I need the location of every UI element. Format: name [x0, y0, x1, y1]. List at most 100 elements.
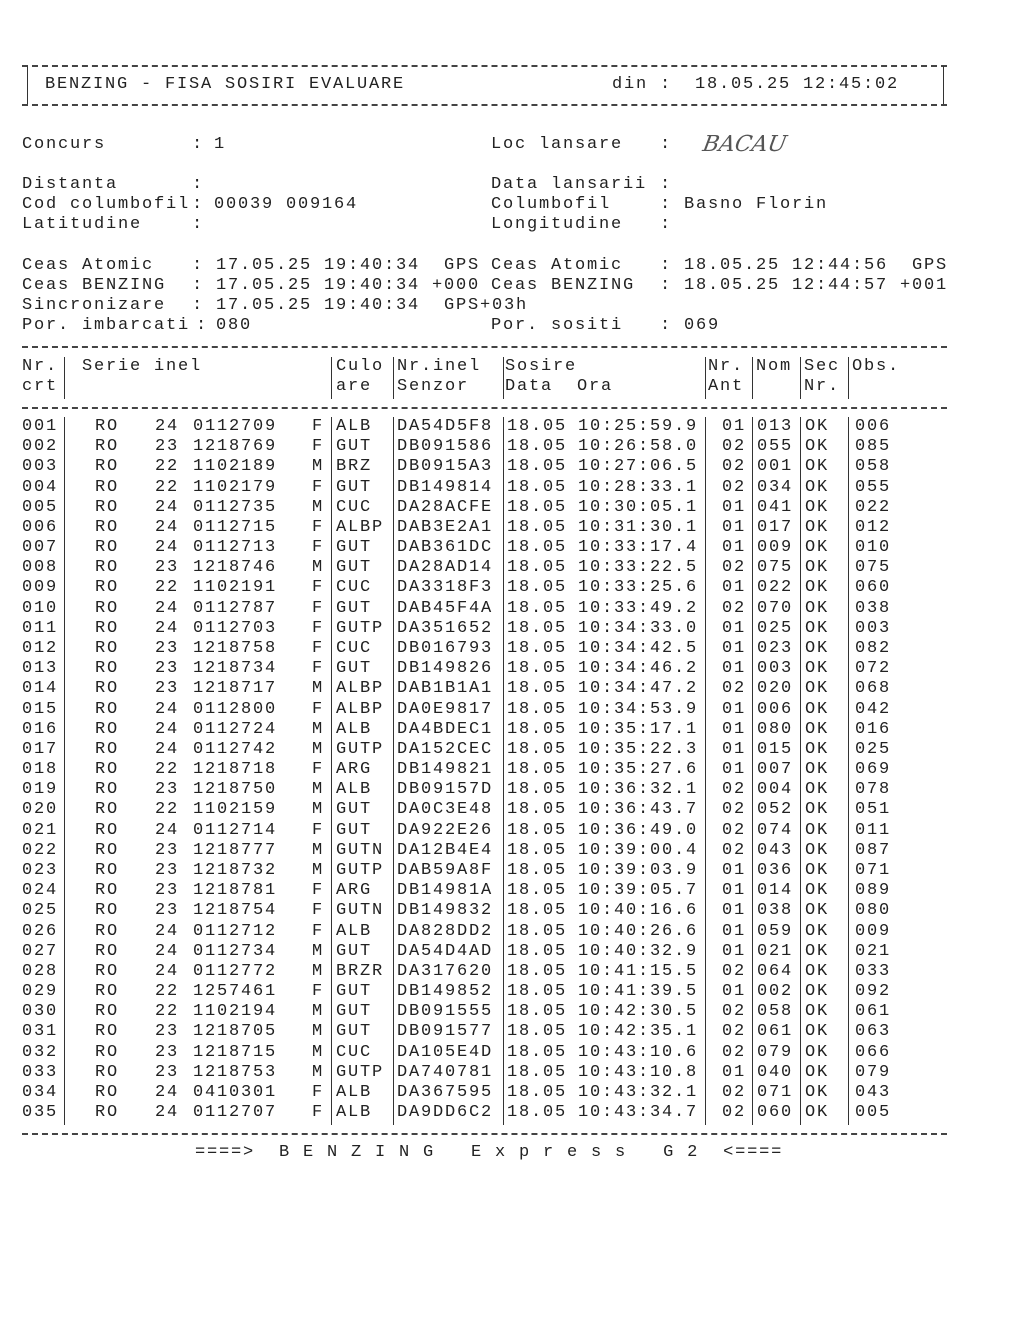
cell-year: 23	[155, 1022, 180, 1042]
table-bottom-separator	[22, 1133, 947, 1135]
cell-date: 18.05	[507, 901, 568, 921]
colon: :	[660, 276, 673, 295]
cell-time: 10:26:58.0	[578, 437, 699, 457]
cell-color: ALB	[336, 1082, 373, 1102]
cell-year: 23	[155, 881, 180, 901]
colon: :	[192, 256, 205, 275]
cell-sensor: DA351652	[397, 618, 494, 638]
cell-obs: 005	[855, 1103, 892, 1123]
cell-sex: M	[312, 457, 325, 477]
cell-country: RO	[95, 699, 120, 719]
cell-obs: 038	[855, 598, 892, 618]
table-row: 018 RO 22 1218718 F ARG DB149821 18.05 10:35:27.…	[0, 760, 1024, 780]
data-lansarii-label: Data lansarii	[491, 175, 648, 194]
cell-sec: OK	[805, 860, 830, 880]
cell-year: 24	[155, 497, 180, 517]
table-row: 007 RO 24 0112713 F GUT DAB361DC 18.05 10:33:17.…	[0, 538, 1024, 558]
table-row: 026 RO 24 0112712 F ALB DA828DD2 18.05 10:40:26.…	[0, 922, 1024, 942]
cell-country: RO	[95, 881, 120, 901]
cell-nr-crt: 017	[22, 739, 59, 759]
cell-nr-ant: 01	[722, 860, 747, 880]
cell-sex: M	[312, 1002, 325, 1022]
cell-nom: 038	[757, 901, 794, 921]
cell-time: 10:41:15.5	[578, 961, 699, 981]
cell-obs: 068	[855, 679, 892, 699]
sincronizare-label: Sincronizare	[22, 296, 167, 315]
ceas-atomic-end-label: Ceas Atomic	[491, 256, 624, 275]
cell-nr-ant: 02	[722, 780, 747, 800]
cell-obs: 082	[855, 638, 892, 658]
table-top-separator	[22, 346, 947, 348]
cell-sec: OK	[805, 699, 830, 719]
cell-country: RO	[95, 679, 120, 699]
cell-ring-number: 1102194	[193, 1002, 278, 1022]
cell-sensor: DB14981A	[397, 881, 494, 901]
cell-date: 18.05	[507, 1022, 568, 1042]
cell-ring-number: 1218746	[193, 558, 278, 578]
cell-year: 22	[155, 760, 180, 780]
col-nr-ant-1: Nr.	[708, 357, 745, 376]
cell-sec: OK	[805, 840, 830, 860]
cell-country: RO	[95, 1062, 120, 1082]
print-datetime: 18.05.25 12:45:02	[695, 75, 900, 94]
cell-year: 24	[155, 699, 180, 719]
cell-sex: M	[312, 860, 325, 880]
cell-color: GUT	[336, 477, 373, 497]
cell-ring-number: 1218758	[193, 638, 278, 658]
cell-year: 23	[155, 840, 180, 860]
cell-sensor: DA9DD6C2	[397, 1103, 494, 1123]
cell-nr-crt: 008	[22, 558, 59, 578]
cell-sec: OK	[805, 457, 830, 477]
cell-sex: F	[312, 538, 325, 558]
cell-ring-number: 0112734	[193, 941, 278, 961]
cell-sec: OK	[805, 538, 830, 558]
cell-obs: 011	[855, 820, 892, 840]
cell-nr-crt: 002	[22, 437, 59, 457]
table-row: 034 RO 24 0410301 F ALB DA367595 18.05 10:43:32.…	[0, 1083, 1024, 1103]
cell-year: 24	[155, 1082, 180, 1102]
cell-sensor: DB149814	[397, 477, 494, 497]
cell-date: 18.05	[507, 820, 568, 840]
cell-country: RO	[95, 780, 120, 800]
table-row: 019 RO 23 1218750 M ALB DB09157D 18.05 10:36:32.…	[0, 780, 1024, 800]
cell-nom: 058	[757, 1002, 794, 1022]
cell-sex: M	[312, 800, 325, 820]
col-serie-inel: Serie inel	[82, 357, 203, 376]
cell-color: GUT	[336, 437, 373, 457]
por-sositi-label: Por. sositi	[491, 316, 624, 335]
table-row: 001 RO 24 0112709 F ALB DA54D5F8 18.05 10:25:59.…	[0, 417, 1024, 437]
cell-nom: 071	[757, 1082, 794, 1102]
cell-nr-crt: 028	[22, 961, 59, 981]
cell-obs: 075	[855, 558, 892, 578]
cell-sex: F	[312, 638, 325, 658]
col-nr-crt-1: Nr.	[22, 357, 59, 376]
cell-color: GUTP	[336, 1062, 385, 1082]
cell-color: ALB	[336, 921, 373, 941]
table-row: 005 RO 24 0112735 M CUC DA28ACFE 18.05 10:30:05.…	[0, 498, 1024, 518]
column-separator	[705, 357, 706, 399]
cell-nr-ant: 01	[722, 881, 747, 901]
cell-country: RO	[95, 760, 120, 780]
cell-year: 24	[155, 739, 180, 759]
cell-country: RO	[95, 901, 120, 921]
cell-nom: 052	[757, 800, 794, 820]
cell-sex: M	[312, 961, 325, 981]
cell-nr-ant: 01	[722, 638, 747, 658]
col-sec-nr-2: Nr.	[804, 377, 841, 396]
cell-time: 10:30:05.1	[578, 497, 699, 517]
cell-date: 18.05	[507, 699, 568, 719]
cell-ring-number: 1257461	[193, 982, 278, 1002]
column-separator	[705, 417, 706, 1125]
cell-sensor: DAB3E2A1	[397, 517, 494, 537]
col-obs: Obs.	[852, 357, 901, 376]
cell-nom: 060	[757, 1103, 794, 1123]
cell-sensor: DAB1B1A1	[397, 679, 494, 699]
por-imbarcati-value: 080	[216, 316, 253, 335]
cell-date: 18.05	[507, 941, 568, 961]
cell-obs: 060	[855, 578, 892, 598]
table-row: 020 RO 22 1102159 M GUT DA0C3E48 18.05 10:36:43.…	[0, 800, 1024, 820]
cell-sex: F	[312, 659, 325, 679]
cell-sensor: DB09157D	[397, 780, 494, 800]
cell-time: 10:25:59.9	[578, 417, 699, 436]
table-row: 016 RO 24 0112724 M ALB DA4BDEC1 18.05 10:35:17.…	[0, 720, 1024, 740]
